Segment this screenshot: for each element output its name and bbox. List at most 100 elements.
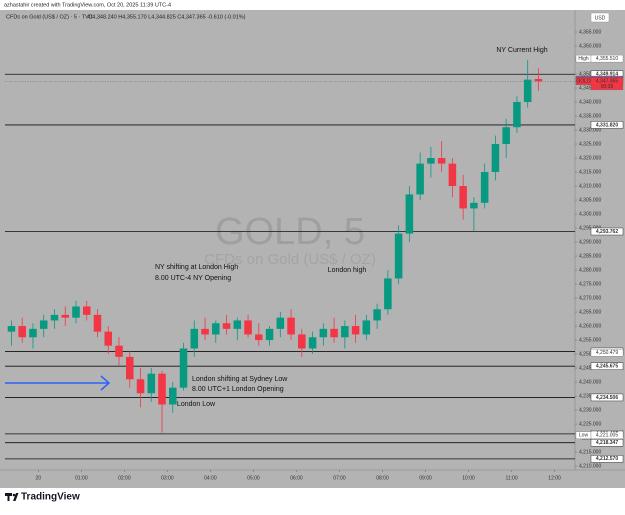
candle-body (534, 78, 543, 82)
tag-name: High (578, 56, 589, 62)
y-tick-label: 4,305.000 (579, 197, 601, 203)
candle-body (158, 373, 166, 405)
level-tag (590, 393, 624, 402)
author-line: azhastahir created with TradingView.com,… (4, 2, 171, 8)
candle-body (330, 328, 338, 338)
arrow-head (100, 375, 111, 391)
y-tick-label: 4,335.000 (579, 113, 601, 119)
candle-body (169, 387, 177, 405)
y-tick-label: 4,260.000 (579, 323, 601, 329)
y-tick-label: 4,215.000 (579, 449, 601, 455)
level-tag (590, 439, 624, 447)
tag-value: 4,221.005 (596, 433, 618, 439)
brand-logo: TradingView (5, 492, 80, 503)
candle-body (459, 186, 467, 209)
y-tick-label: 4,350.000 (579, 71, 601, 77)
level-tag (590, 362, 624, 370)
candle-body (29, 328, 37, 338)
tag-value-box (590, 77, 624, 91)
candle-body (405, 194, 414, 234)
y-tick-label: 4,250.000 (579, 351, 601, 357)
x-tick-label: 10:00 (462, 475, 475, 481)
candle-body (351, 326, 360, 335)
price-tag: High 4,355.510 (575, 54, 624, 63)
annotation: 8.00 UTC-4 NY Opening (155, 275, 231, 282)
x-tick-label: 05:00 (247, 475, 260, 481)
y-tick-label: 4,275.000 (579, 281, 601, 287)
y-tick-label: 4,295.000 (579, 225, 601, 231)
x-tick-label: 03:00 (161, 475, 174, 481)
currency-box[interactable] (590, 12, 610, 23)
candle-body (480, 172, 489, 203)
level-label: 4,293.762 (596, 229, 618, 235)
tag-value-box (590, 431, 624, 439)
y-tick-label: 4,290.000 (579, 239, 601, 245)
candle-body (190, 328, 199, 349)
y-tick-label: 4,285.000 (579, 253, 601, 259)
candle-body (362, 320, 371, 335)
candle-body (39, 320, 48, 329)
candle-body (179, 348, 188, 388)
y-tick-label: 4,365.000 (579, 29, 601, 35)
candle-body (384, 278, 392, 310)
candle-body (491, 144, 500, 173)
watermark-subtitle: CFDs on Gold (US$ / OZ) (204, 251, 376, 268)
candle-body (222, 323, 231, 329)
candle-body (373, 309, 381, 321)
annotation: London high (328, 267, 367, 274)
tag-value-box (590, 349, 624, 357)
y-tick-label: 4,310.000 (579, 183, 601, 189)
y-tick-label: 4,320.000 (579, 155, 601, 161)
watermark-title: GOLD, 5 (215, 211, 365, 253)
level-label: 4,245.675 (596, 363, 618, 369)
candle-body (448, 163, 457, 187)
level-label: 4,212.570 (596, 456, 618, 462)
y-tick-label: 4,270.000 (579, 295, 601, 301)
symbol-line: CFDs on Gold (US$ / OZ) · 5 · TVC (6, 14, 93, 20)
candle-body (255, 334, 263, 341)
candle-body (287, 317, 295, 335)
logo-dot (12, 493, 16, 497)
tag-value: 4,250.479 (596, 350, 618, 356)
y-tick-label: 4,280.000 (579, 267, 601, 273)
y-tick-label: 4,255.000 (579, 337, 601, 343)
x-tick-label: 09:00 (419, 475, 432, 481)
x-tick-label: 02:00 (118, 475, 131, 481)
candle-body (437, 158, 446, 164)
candle-body (427, 158, 435, 164)
candle-body (7, 326, 16, 332)
x-tick-label: 08:00 (376, 475, 389, 481)
x-tick-label: 06:00 (290, 475, 303, 481)
tag-name: GOLD (576, 79, 591, 85)
candle-body (308, 337, 317, 349)
level-label: 4,218.347 (596, 440, 618, 446)
candle-body (50, 314, 59, 321)
arrow (5, 375, 111, 391)
candle-body (82, 306, 91, 315)
x-tick-label: 04:00 (204, 475, 217, 481)
ohlc-line: O4,348.240 H4,355.170 L4,344.825 C4,347.… (88, 14, 246, 20)
logo-mark (5, 493, 19, 501)
annotation: NY Current High (496, 47, 547, 54)
candle-body (513, 102, 521, 128)
y-tick-label: 4,235.000 (579, 393, 601, 399)
candle-body (61, 314, 69, 318)
candle-body (104, 331, 113, 346)
candle-body (233, 320, 242, 329)
tag-value: 4,355.510 (596, 56, 618, 62)
level-label: 4,349.914 (596, 72, 618, 78)
annotation: NY shifting at London High (155, 264, 238, 271)
x-tick-label: 11:00 (505, 475, 517, 481)
candle-body (125, 356, 134, 380)
candle-body (18, 326, 26, 338)
currency: USD (595, 15, 606, 21)
y-tick-label: 4,210.000 (579, 463, 601, 469)
tag-value-box (590, 54, 624, 63)
candle-body (470, 202, 478, 209)
candle-body (298, 334, 306, 349)
x-tick-label: 01:00 (75, 475, 88, 481)
annotation: London shifting at Sydney Low (192, 376, 288, 383)
level-tag (590, 227, 624, 236)
candle-body (244, 320, 252, 335)
